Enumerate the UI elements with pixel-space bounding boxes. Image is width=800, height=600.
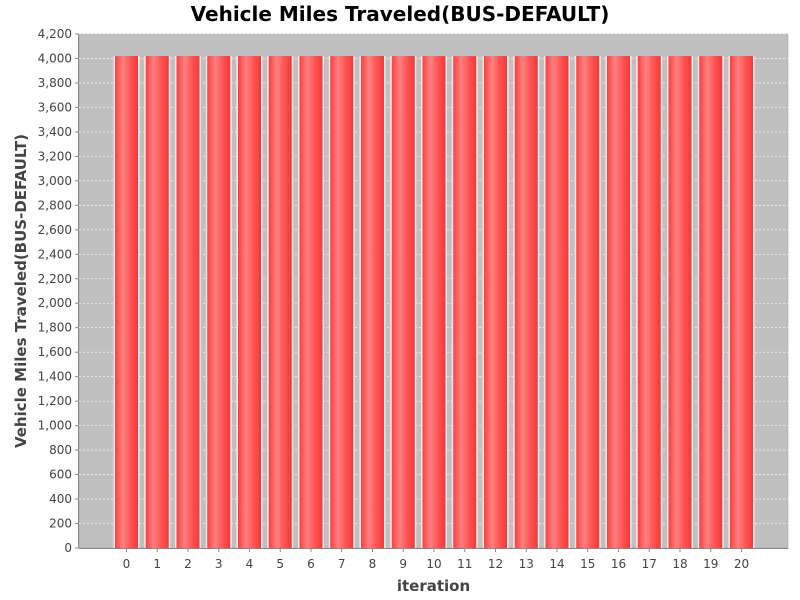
x-tick-label: 16 [611, 557, 626, 571]
x-tick-label: 14 [549, 557, 564, 571]
x-tick-label: 3 [215, 557, 223, 571]
bar-3 [207, 56, 231, 549]
y-tick-label: 1,200 [38, 394, 72, 408]
y-tick-label: 1,400 [38, 370, 72, 384]
y-tick-label: 2,200 [38, 272, 72, 286]
y-tick-label: 3,800 [38, 76, 72, 90]
x-tick-label: 0 [123, 557, 131, 571]
x-tick-label: 6 [307, 557, 315, 571]
y-tick-label: 2,600 [38, 223, 72, 237]
y-tick-label: 2,800 [38, 198, 72, 212]
bar-20 [730, 56, 753, 549]
chart-title: Vehicle Miles Traveled(BUS-DEFAULT) [190, 2, 610, 26]
bar-7 [330, 56, 354, 549]
bar-19 [699, 56, 723, 549]
y-axis-label: Vehicle Miles Traveled(BUS-DEFAULT) [12, 134, 30, 448]
bar-0 [115, 56, 138, 549]
y-tick-label: 1,800 [38, 321, 72, 335]
bars [113, 56, 755, 549]
bar-4 [238, 56, 261, 549]
x-tick-label: 20 [734, 557, 749, 571]
y-tick-label: 1,000 [38, 419, 72, 433]
bar-6 [299, 56, 323, 549]
y-tick-label: 400 [49, 492, 72, 506]
y-tick-label: 1,600 [38, 345, 72, 359]
y-tick-label: 3,000 [38, 174, 72, 188]
x-axis-label: iteration [397, 577, 470, 595]
bar-14 [545, 56, 569, 549]
y-tick-label: 2,400 [38, 247, 72, 261]
x-tick-label: 15 [580, 557, 595, 571]
y-tick-label: 0 [64, 541, 72, 555]
bar-8 [361, 56, 384, 549]
x-tick-label: 19 [703, 557, 718, 571]
bar-13 [514, 56, 538, 549]
x-tick-label: 7 [338, 557, 346, 571]
y-tick-label: 800 [49, 443, 72, 457]
x-tick-label: 5 [276, 557, 284, 571]
bar-5 [268, 56, 292, 549]
x-tick-label: 4 [246, 557, 254, 571]
bar-11 [453, 56, 477, 549]
x-tick-label: 2 [184, 557, 192, 571]
y-tick-label: 200 [49, 517, 72, 531]
x-tick-label: 11 [457, 557, 472, 571]
x-tick-label: 13 [519, 557, 534, 571]
x-tick-label: 10 [426, 557, 441, 571]
y-axis: 0 200 400 600 800 1,000 1,200 1,400 1,600 1,800 2,… [38, 27, 79, 555]
y-tick-label: 3,200 [38, 149, 72, 163]
bar-17 [637, 56, 661, 549]
x-tick-label: 9 [399, 557, 407, 571]
x-axis: 0 1 2 3 4 5 6 7 8 9 10 11 12 13 14 15 16 17 18 19 20 [79, 548, 788, 571]
x-tick-label: 18 [672, 557, 687, 571]
bar-16 [607, 56, 630, 549]
bar-15 [576, 56, 600, 549]
x-tick-label: 1 [153, 557, 161, 571]
x-tick-label: 8 [369, 557, 377, 571]
bar-18 [668, 56, 692, 549]
bar-12 [484, 56, 507, 549]
bar-2 [176, 56, 200, 549]
y-tick-label: 4,000 [38, 51, 72, 65]
bar-9 [391, 56, 415, 549]
x-tick-label: 12 [488, 557, 503, 571]
y-tick-label: 3,600 [38, 100, 72, 114]
bar-10 [422, 56, 446, 549]
y-tick-label: 3,400 [38, 125, 72, 139]
y-tick-label: 2,000 [38, 296, 72, 310]
x-tick-label: 17 [642, 557, 657, 571]
bar-1 [145, 56, 169, 549]
y-tick-label: 4,200 [38, 27, 72, 41]
y-tick-label: 600 [49, 468, 72, 482]
